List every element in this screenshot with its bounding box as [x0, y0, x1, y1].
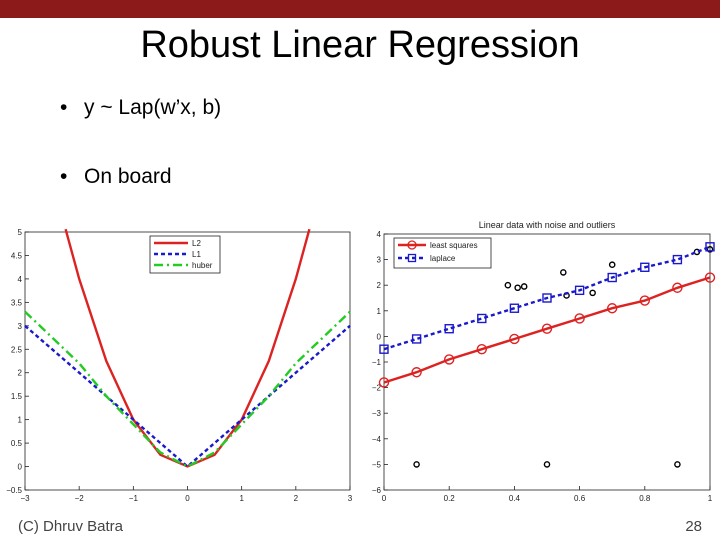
- x-tick-label: 0: [382, 494, 387, 503]
- bullet-text: y ~ Lap(w’x, b): [84, 96, 222, 119]
- data-point: [520, 283, 528, 290]
- linear-regression-chart: Linear data with noise and outliers 0 0.2 0…: [372, 220, 716, 503]
- bullet-dot-icon: •: [60, 165, 68, 188]
- y-tick-label: −6: [372, 486, 382, 495]
- data-point: [413, 461, 420, 468]
- data-point: [706, 246, 714, 253]
- plot-frame: [383, 233, 711, 491]
- x-tick-label: −2: [75, 494, 85, 503]
- series-marker: [444, 324, 454, 334]
- legend-label: laplace: [430, 254, 456, 263]
- y-tick-label: 2: [377, 281, 382, 290]
- series-marker: [639, 295, 650, 306]
- bullet-dot-icon: •: [60, 96, 68, 119]
- x-tick-label: 1: [708, 494, 713, 503]
- series-marker: [606, 303, 618, 314]
- series-marker: [607, 272, 617, 283]
- legend-label: L2: [192, 239, 201, 248]
- y-tick-label: −3: [372, 409, 382, 418]
- series-line: [383, 245, 711, 351]
- y-tick-label: 0: [377, 332, 382, 341]
- series-marker: [574, 285, 585, 296]
- y-tick-label: −1: [372, 358, 382, 367]
- series-marker: [672, 254, 683, 265]
- series-marker: [640, 262, 650, 272]
- y-tick-label: 0: [18, 463, 23, 472]
- series-marker: [509, 333, 520, 345]
- bullet-item: • y ~ Lap(w’x, b): [60, 96, 221, 120]
- y-tick-label: 1.5: [11, 392, 23, 401]
- x-tick-label: 0.8: [639, 494, 651, 503]
- page-number: 28: [685, 518, 702, 535]
- y-tick-label: 0.5: [11, 439, 23, 448]
- legend-label: least squares: [430, 241, 478, 250]
- legend-marker: [407, 253, 417, 263]
- series-line: [24, 324, 351, 469]
- series-line: [64, 228, 311, 468]
- series-line: [383, 276, 711, 384]
- bullet-item: • On board: [60, 165, 172, 189]
- y-tick-label: 4: [18, 275, 23, 284]
- x-tick-label: 1: [239, 494, 244, 503]
- series-marker: [542, 293, 552, 303]
- data-point: [589, 289, 596, 297]
- title-bar-accent: [0, 0, 720, 18]
- y-tick-label: 4: [377, 230, 382, 239]
- y-tick-label: 4.5: [11, 251, 23, 260]
- y-tick-label: 1: [377, 307, 382, 316]
- series-marker: [411, 334, 422, 344]
- x-tick-label: 0.4: [509, 494, 521, 503]
- y-tick-label: 3: [18, 322, 23, 331]
- y-tick-label: −0.5: [6, 486, 22, 495]
- y-tick-label: 2.5: [11, 345, 23, 354]
- x-tick-label: −1: [129, 494, 139, 503]
- x-tick-label: 0.6: [574, 494, 586, 503]
- series-marker: [509, 303, 520, 313]
- x-tick-label: −3: [20, 494, 30, 503]
- y-tick-label: 5: [18, 228, 23, 237]
- legend-label: huber: [192, 261, 213, 270]
- legend-marker: [407, 240, 417, 250]
- y-tick-label: −4: [372, 435, 382, 444]
- x-tick-label: 2: [294, 494, 299, 503]
- series-marker: [443, 354, 455, 365]
- series-marker: [672, 282, 683, 293]
- series-line: [24, 310, 351, 468]
- data-point: [674, 461, 681, 468]
- y-tick-label: 1: [18, 416, 23, 425]
- bullet-text: On board: [84, 165, 172, 188]
- data-point: [608, 261, 616, 269]
- loss-functions-chart: −3 −2 −1 0 1 2 3 −0.5 0 0.5 1 1.5 2 2.5 3 3.5 4 4.5 5 L2 L1 h…: [6, 228, 353, 503]
- y-tick-label: 2: [18, 369, 23, 378]
- x-tick-label: 3: [348, 494, 353, 503]
- legend-label: L1: [192, 250, 201, 259]
- series-marker: [574, 313, 585, 324]
- legend-box: [393, 237, 492, 269]
- x-tick-label: 0.2: [444, 494, 456, 503]
- data-point: [543, 461, 551, 468]
- series-marker: [411, 367, 422, 378]
- series-marker: [704, 272, 716, 283]
- series-marker: [477, 313, 487, 324]
- x-tick-label: 0: [185, 494, 190, 503]
- data-point: [514, 284, 521, 292]
- series-marker: [379, 344, 389, 354]
- slide-title: Robust Linear Regression: [140, 24, 580, 66]
- series-marker: [541, 323, 553, 334]
- series-marker: [705, 242, 715, 252]
- y-tick-label: 3.5: [11, 298, 23, 307]
- footer-credit: (C) Dhruv Batra: [18, 518, 124, 535]
- y-tick-label: 3: [377, 256, 382, 265]
- series-marker: [378, 377, 390, 388]
- y-tick-label: −5: [372, 460, 382, 469]
- series-marker: [476, 343, 488, 355]
- data-point: [559, 269, 567, 276]
- chart-title: Linear data with noise and outliers: [479, 220, 616, 230]
- data-point: [504, 281, 512, 289]
- y-tick-label: −2: [372, 384, 382, 393]
